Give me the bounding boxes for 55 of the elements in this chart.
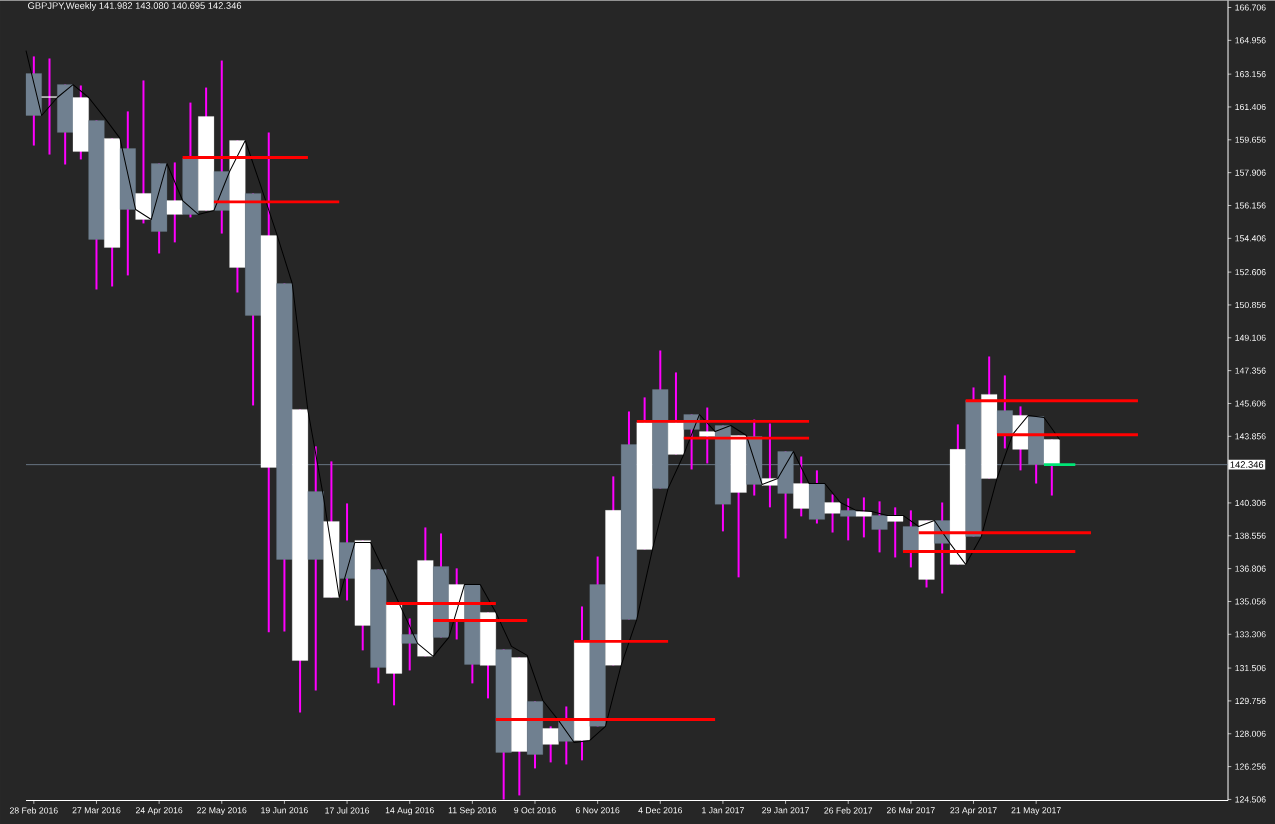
- x-tick-label: 29 Jan 2017: [762, 806, 809, 814]
- y-tick-label: 138.556: [1235, 532, 1266, 539]
- y-tick-label: 135.056: [1235, 598, 1266, 605]
- x-tick-label: 23 Apr 2017: [950, 806, 997, 815]
- candlestick: [699, 406, 716, 465]
- y-tick-label: 166.706: [1235, 4, 1266, 11]
- y-tick-label: 163.156: [1235, 70, 1266, 77]
- x-tick-label: 24 Apr 2016: [135, 806, 183, 815]
- y-tick-label: 161.406: [1235, 103, 1266, 110]
- candlestick: [996, 374, 1013, 450]
- x-tick-label: 22 May 2016: [197, 806, 247, 815]
- x-tick-label: 1 Jan 2017: [702, 806, 744, 814]
- candlestick: [871, 500, 888, 554]
- y-tick-label: 131.506: [1235, 664, 1266, 671]
- y-tick-label: 154.406: [1235, 235, 1266, 242]
- x-tick-label: 17 Jul 2016: [325, 806, 370, 814]
- candlestick: [761, 422, 778, 509]
- y-tick-label: 149.106: [1235, 334, 1266, 341]
- candlestick: [840, 497, 857, 542]
- y-tick-label: 147.356: [1235, 367, 1266, 374]
- ref-line-label: 142.346: [1230, 461, 1264, 468]
- x-tick-label: 19 Jun 2016: [261, 806, 308, 814]
- x-tick-label: 26 Mar 2017: [886, 806, 935, 814]
- y-tick-label: 159.656: [1235, 136, 1266, 143]
- y-tick-label: 143.856: [1235, 433, 1266, 440]
- x-tick-label: 28 Feb 2016: [9, 806, 58, 814]
- y-tick-label: 133.306: [1235, 631, 1266, 638]
- x-tick-label: 11 Sep 2016: [448, 806, 497, 815]
- y-tick-label: 128.006: [1235, 730, 1266, 737]
- x-tick-label: 26 Feb 2017: [824, 806, 873, 814]
- y-tick-label: 124.506: [1235, 796, 1266, 803]
- candlestick: [41, 57, 58, 156]
- y-tick-label: 129.756: [1235, 697, 1266, 704]
- y-tick-label: 145.606: [1235, 400, 1266, 407]
- candlestick: [166, 161, 183, 244]
- y-tick-label: 157.906: [1235, 169, 1266, 176]
- y-tick-label: 150.856: [1235, 301, 1266, 308]
- x-tick-label: 14 Aug 2016: [385, 806, 434, 815]
- y-tick-label: 164.956: [1235, 37, 1266, 44]
- candlestick: [887, 506, 904, 559]
- x-tick-label: 27 Mar 2016: [72, 806, 121, 814]
- candlestick: [824, 493, 841, 534]
- y-tick-label: 156.156: [1235, 202, 1266, 209]
- candlestick: [855, 496, 872, 539]
- y-tick-label: 126.256: [1235, 763, 1266, 770]
- candlestick: [401, 617, 418, 672]
- y-tick-label: 140.306: [1235, 499, 1266, 506]
- y-tick-label: 152.606: [1235, 268, 1266, 275]
- candlestick: [542, 725, 559, 764]
- x-tick-label: 21 May 2017: [1011, 806, 1061, 815]
- y-tick-label: 136.806: [1235, 565, 1266, 572]
- x-tick-label: 4 Dec 2016: [638, 806, 683, 814]
- x-tick-label: 6 Nov 2016: [575, 806, 620, 814]
- chart-title: GBPJPY,Weekly 141.982 143.080 140.695 142.346: [28, 1, 242, 11]
- x-tick-label: 9 Oct 2016: [514, 806, 556, 814]
